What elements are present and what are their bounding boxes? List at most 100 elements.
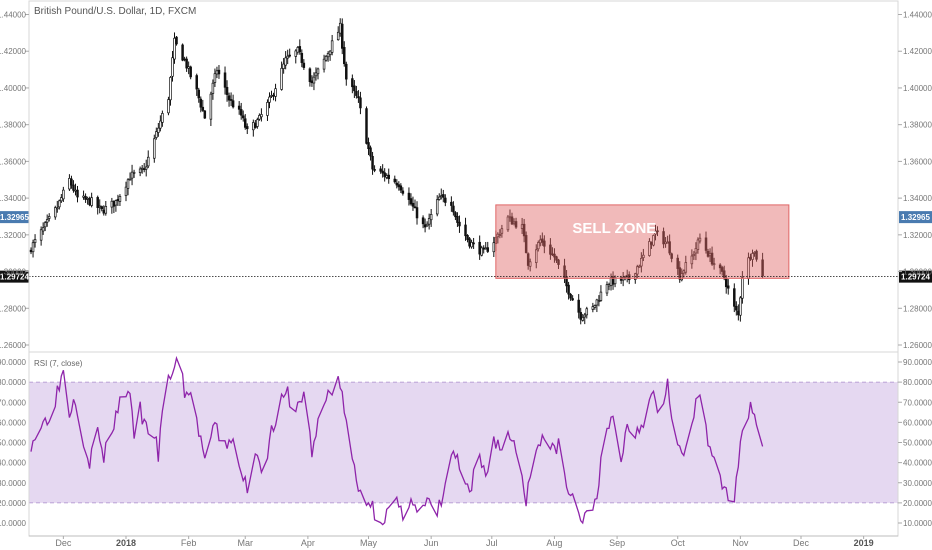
candle-body [427, 218, 431, 225]
candle-body [407, 192, 411, 200]
candle-body [211, 82, 215, 94]
candle-body [526, 253, 530, 266]
candle-body [755, 250, 758, 260]
price-overlays: SELL ZONE 1.32965 1.32965 1.29724 1.29724 [0, 204, 932, 283]
candle-body [482, 247, 485, 250]
rsi-title: RSI (7, close) [34, 359, 83, 368]
candle-body [284, 57, 287, 66]
last-price-badge-left: 1.29724 [0, 273, 29, 282]
rsi-band [29, 382, 898, 503]
candle-body [537, 242, 540, 250]
candle-body [409, 198, 413, 205]
candle-body [294, 50, 298, 57]
candle-body [395, 182, 399, 186]
candle-body [698, 237, 702, 242]
candle-body [654, 231, 657, 235]
candle-body [223, 72, 227, 88]
candle-body [239, 109, 243, 116]
sell-zone-box [495, 204, 790, 279]
candle-body [68, 178, 71, 190]
candle-body [90, 197, 93, 206]
candle-body [114, 200, 118, 206]
candle-body [173, 37, 176, 60]
marker-price-badge-right: 1.32965 [901, 213, 930, 222]
candle-body [274, 88, 277, 97]
rsi-tick-label-right: 90.0000 [903, 358, 932, 367]
candle-body [751, 253, 754, 260]
candle-body [571, 298, 574, 301]
candle-body [47, 216, 51, 219]
candle-body [692, 253, 696, 257]
candle-body [472, 242, 475, 245]
candle-body [33, 239, 37, 243]
candle-body [593, 305, 597, 308]
price-tick-label-left: 1.30000 [0, 268, 27, 277]
candle-body [82, 195, 85, 198]
time-tick-label: Sep [609, 538, 625, 548]
candle-body [429, 214, 433, 221]
candle-body [365, 108, 368, 144]
candle-body [110, 200, 114, 208]
rsi-tick-label-left: 20.0000 [0, 499, 27, 508]
candle-body [569, 294, 572, 299]
candle-body [215, 70, 219, 75]
candle-body [468, 238, 471, 247]
candle-body [138, 168, 142, 173]
candle-body [437, 196, 441, 200]
candle-body [268, 96, 271, 103]
candle-body [241, 115, 245, 119]
candle-body [243, 118, 247, 128]
candle-body [31, 242, 35, 253]
chart-title: British Pound/U.S. Dollar, 1D, FXCM [34, 6, 196, 17]
candle-body [480, 247, 483, 256]
candle-body [116, 199, 120, 202]
candle-body [338, 22, 342, 34]
candle-body [84, 196, 87, 200]
candle-body [595, 299, 599, 306]
candle-body [367, 142, 370, 150]
candle-body [415, 207, 419, 219]
price-tick-label-right: 1.38000 [903, 121, 932, 130]
candle-body [452, 205, 455, 213]
candle-body [583, 314, 587, 318]
candle-body [157, 127, 160, 133]
candle-body [280, 67, 283, 90]
candle-body [161, 113, 164, 123]
candle-body [535, 249, 538, 263]
candle-body [227, 95, 231, 101]
candle-body [298, 46, 302, 53]
candle-body [62, 189, 65, 200]
candle-body [369, 147, 372, 157]
candle-body [607, 284, 611, 287]
candle-body [599, 291, 603, 301]
candle-body [76, 189, 79, 198]
candle-body [126, 179, 130, 189]
time-tick-label: Feb [181, 538, 197, 548]
last-price-badge-right-bg [899, 270, 932, 283]
candle-body [345, 63, 348, 80]
candle-body [326, 52, 330, 58]
candle-body [720, 267, 724, 272]
candle-body [579, 312, 582, 320]
rsi-line [30, 355, 764, 526]
candle-body [237, 105, 241, 110]
price-tick-label-left: 1.42000 [0, 47, 27, 56]
candle-body [45, 219, 49, 223]
candle-body [684, 262, 688, 273]
candle-body [640, 257, 643, 267]
candle-body [153, 138, 156, 159]
candle-body [411, 202, 415, 207]
candle-body [676, 257, 679, 269]
candle-body [425, 223, 429, 227]
candle-body [470, 242, 473, 248]
last-price-badge-left-bg [0, 270, 29, 283]
candle-body [314, 72, 318, 77]
candle-body [704, 237, 708, 251]
candle-body [155, 131, 158, 138]
rsi-tick-label-right: 20.0000 [903, 499, 932, 508]
price-candles [29, 18, 764, 325]
candle-body [627, 274, 631, 281]
candle-body [282, 63, 285, 69]
candle-body [486, 247, 490, 252]
